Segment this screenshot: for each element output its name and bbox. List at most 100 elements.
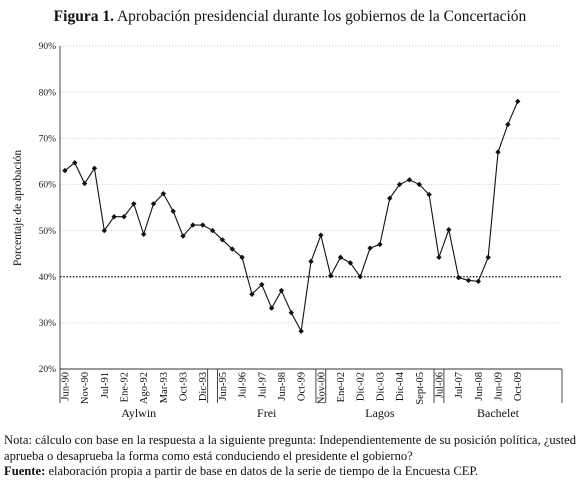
data-point — [455, 274, 462, 281]
data-point — [229, 246, 235, 252]
data-point — [170, 208, 176, 214]
data-point — [367, 245, 373, 251]
data-point — [268, 305, 275, 311]
data-point — [140, 231, 147, 237]
data-point — [259, 281, 265, 288]
data-point — [239, 254, 245, 261]
data-point — [465, 277, 472, 284]
data-point — [515, 98, 521, 105]
x-tick-label: Jun-90 — [60, 372, 71, 401]
y-tick-label: 40% — [39, 273, 57, 283]
x-tick-label: Jul-91 — [100, 372, 111, 398]
data-point — [249, 291, 255, 297]
data-point — [200, 222, 206, 228]
y-tick-label: 90% — [39, 42, 57, 52]
x-tick-label: Ago-92 — [139, 372, 150, 404]
x-tick-label: Ene-02 — [336, 372, 347, 402]
data-point — [150, 201, 157, 207]
y-tick-label: 20% — [39, 365, 57, 375]
data-point — [337, 254, 344, 261]
x-tick-label: Ene-92 — [119, 372, 130, 402]
x-tick-label: Oct-99 — [297, 372, 308, 401]
x-tick-label: Sept-05 — [415, 372, 426, 405]
data-point — [190, 222, 196, 228]
data-point — [121, 214, 127, 220]
government-label: Bachelet — [477, 406, 520, 420]
data-point — [308, 258, 314, 265]
grid — [60, 45, 562, 324]
data-point — [406, 177, 413, 183]
source-text: elaboración propia a partir de base en d… — [48, 464, 479, 478]
data-point — [219, 237, 226, 243]
data-point — [72, 160, 78, 166]
data-point — [446, 226, 452, 233]
note-text: Nota: cálculo con base en la respuesta a… — [4, 433, 576, 463]
data-point — [426, 191, 432, 198]
x-tick-label: Oct-93 — [179, 372, 190, 401]
data-point — [377, 241, 383, 248]
data-point — [62, 167, 68, 174]
x-tick-label: Dic-93 — [198, 372, 209, 401]
y-tick-label: 80% — [39, 88, 57, 98]
government-label: Frei — [257, 406, 277, 420]
data-point — [485, 254, 491, 261]
data-point — [288, 310, 295, 316]
data-point — [505, 121, 511, 128]
x-tick-label: Jun-09 — [494, 372, 505, 401]
y-tick-label: 60% — [39, 181, 57, 191]
x-tick-label: Jul-06 — [434, 372, 445, 398]
data-point — [495, 149, 501, 155]
approval-line-chart: 20% 30% 40% 50% 60% 70% 80% 90% Jun-90 Nov-90 Jul… — [12, 42, 563, 420]
data-point — [416, 181, 422, 188]
figure-title: Figura 1. Aprobación presidencial durant… — [0, 8, 580, 26]
x-tick-label: Dic-04 — [395, 371, 406, 401]
x-tick-label: Jul-07 — [454, 372, 465, 398]
x-tick-label: Dic-03 — [375, 372, 386, 401]
data-point — [387, 195, 393, 201]
x-axis-ticks: Jun-90 Nov-90 Jul-91 Ene-92 Ago-92 Mar-93 Oct-… — [60, 371, 524, 404]
data-point — [111, 214, 117, 220]
x-tick-label: Dic-02 — [356, 372, 367, 401]
x-tick-label: Jun-95 — [218, 372, 229, 401]
government-label: Lagos — [365, 406, 395, 420]
data-point — [475, 278, 482, 285]
data-point — [357, 274, 363, 280]
data-point — [318, 232, 324, 238]
figure-label: Figura 1. — [53, 8, 114, 25]
axes — [59, 46, 562, 370]
x-tick-label: Jul-97 — [257, 372, 268, 398]
data-point — [180, 233, 186, 239]
figure-note: Nota: cálculo con base en la respuesta a… — [4, 433, 576, 480]
data-point — [101, 227, 107, 234]
series — [62, 98, 521, 334]
x-tick-label: Nov-00 — [316, 372, 327, 404]
data-point — [81, 180, 88, 187]
government-label: Aylwin — [121, 406, 156, 420]
data-point — [347, 260, 354, 266]
x-tick-label: Jun-98 — [277, 372, 288, 401]
y-axis-ticks: 20% 30% 40% 50% 60% 70% 80% 90% — [39, 42, 57, 375]
data-point — [209, 227, 216, 234]
y-tick-label: 70% — [39, 134, 57, 144]
source-label: Fuente: — [4, 464, 46, 478]
government-groups: Aylwin Frei Lagos Bachelet — [59, 369, 563, 420]
x-tick-label: Mar-93 — [159, 372, 170, 403]
data-point — [278, 287, 285, 294]
data-point — [436, 254, 442, 261]
data-point — [396, 181, 403, 188]
x-tick-label: Jun-08 — [474, 372, 485, 401]
y-tick-label: 50% — [39, 227, 57, 237]
data-point — [131, 201, 137, 207]
x-tick-label: Oct-09 — [513, 372, 524, 401]
y-axis-label: Porcentaje de aprobación — [12, 150, 24, 266]
data-point — [327, 273, 334, 279]
x-tick-label: Jul-96 — [238, 372, 249, 398]
series-line — [64, 101, 519, 333]
x-tick-label: Nov-90 — [80, 372, 91, 404]
data-point — [91, 165, 98, 171]
data-point — [160, 190, 167, 197]
y-tick-label: 30% — [39, 319, 57, 329]
figure-title-text: Aprobación presidencial durante los gobi… — [116, 8, 527, 25]
data-point — [298, 328, 304, 334]
